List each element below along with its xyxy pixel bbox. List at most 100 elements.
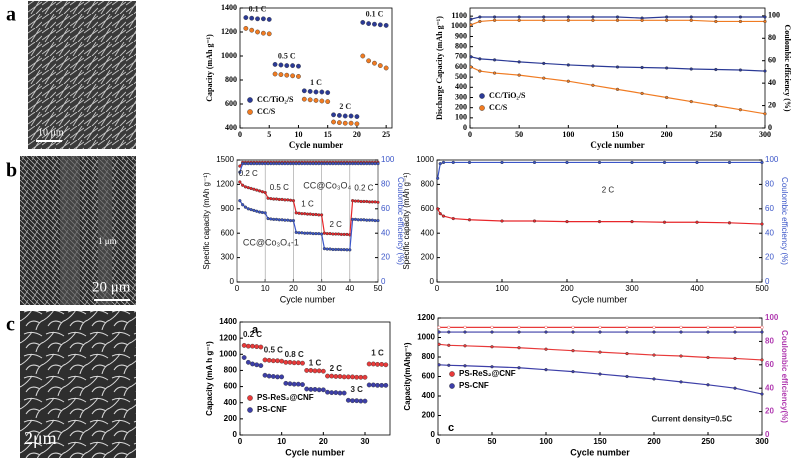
data-point xyxy=(714,67,718,72)
data-point xyxy=(325,232,329,236)
data-point xyxy=(284,63,290,68)
data-point xyxy=(260,210,264,215)
data-point xyxy=(517,346,521,350)
data-point xyxy=(760,325,764,329)
data-point xyxy=(348,162,352,166)
y-tick-label: 1200 xyxy=(216,180,234,189)
data-point xyxy=(339,162,343,166)
series-line xyxy=(470,66,766,115)
legend-marker xyxy=(449,383,455,389)
data-point xyxy=(260,30,266,36)
data-point xyxy=(500,219,504,223)
y2-tick-label: 40 xyxy=(765,383,774,392)
data-point xyxy=(665,18,669,22)
data-point xyxy=(517,73,521,77)
data-point xyxy=(597,220,602,224)
data-point xyxy=(362,398,368,404)
data-point xyxy=(260,162,264,166)
y-axis-label: Capacity(mAhg⁻¹) xyxy=(403,342,412,411)
data-point xyxy=(354,121,360,127)
annotation: 1 C xyxy=(309,358,322,367)
data-point xyxy=(359,218,363,222)
y2-tick-label: 0 xyxy=(765,430,770,439)
data-point xyxy=(341,374,347,380)
data-point xyxy=(291,162,295,166)
data-point xyxy=(249,27,255,33)
data-point xyxy=(706,330,710,334)
data-point xyxy=(283,359,289,365)
y-tick-label: 300 xyxy=(455,92,467,101)
data-point xyxy=(598,330,602,334)
y-tick-label: 400 xyxy=(422,391,436,400)
data-point xyxy=(245,359,251,365)
data-point xyxy=(695,220,699,224)
data-point xyxy=(334,247,338,252)
series-line xyxy=(470,19,765,26)
data-point xyxy=(447,343,451,347)
y-tick-label: 600 xyxy=(221,228,235,237)
data-point xyxy=(615,15,620,19)
data-point xyxy=(252,208,256,213)
data-point xyxy=(542,61,546,66)
data-point xyxy=(317,162,321,166)
data-point xyxy=(598,325,602,329)
data-point xyxy=(311,212,315,217)
data-point xyxy=(314,232,318,236)
data-point xyxy=(266,357,272,363)
data-point xyxy=(274,217,279,221)
data-point xyxy=(269,217,273,221)
annotation: 0.8 C xyxy=(285,350,304,359)
data-point xyxy=(336,113,342,118)
data-point xyxy=(662,160,667,165)
y-tick-label: 1000 xyxy=(221,51,237,60)
data-point xyxy=(255,162,259,166)
data-point xyxy=(322,247,327,251)
y-tick-label: 400 xyxy=(455,82,467,91)
y-tick-label: 1200 xyxy=(219,333,237,342)
data-point xyxy=(542,18,546,22)
data-point xyxy=(286,198,290,202)
y2-tick-label: 40 xyxy=(381,228,390,237)
data-point xyxy=(760,330,764,334)
data-point xyxy=(372,21,377,27)
x-tick-label: 100 xyxy=(539,437,553,446)
x-tick-label: 20 xyxy=(319,437,328,446)
data-point xyxy=(252,162,256,166)
data-point xyxy=(652,377,656,381)
data-point xyxy=(275,374,280,380)
data-point xyxy=(322,162,327,166)
data-point xyxy=(348,120,354,126)
annotation: 1 C xyxy=(301,199,314,208)
data-point xyxy=(322,231,327,235)
data-point xyxy=(640,91,644,96)
data-point xyxy=(370,382,376,388)
data-point xyxy=(490,345,494,349)
series-line xyxy=(439,343,763,361)
data-point xyxy=(286,162,290,166)
data-point xyxy=(241,203,245,207)
data-point xyxy=(492,18,497,22)
data-point xyxy=(706,355,710,360)
scale-bar-label: 1 μm xyxy=(98,236,117,246)
data-point xyxy=(305,231,310,235)
data-point xyxy=(436,207,440,211)
data-point xyxy=(257,189,262,193)
data-point xyxy=(463,344,467,348)
data-point xyxy=(463,364,467,368)
data-point xyxy=(376,200,380,204)
x-tick-label: 100 xyxy=(495,284,509,293)
data-point xyxy=(652,353,656,357)
data-point xyxy=(362,199,366,204)
data-point xyxy=(565,220,569,224)
panel-letter: b xyxy=(6,160,17,182)
data-point xyxy=(300,212,304,216)
panel-label: c xyxy=(448,422,454,434)
y2-tick-label: 60 xyxy=(765,204,774,213)
data-point xyxy=(679,354,683,358)
legend-label: CC/TiO₂/S xyxy=(257,95,294,104)
x-tick-label: 30 xyxy=(361,437,370,446)
data-point xyxy=(336,247,341,252)
data-point xyxy=(325,90,331,96)
annotation: 0.2 C xyxy=(239,169,258,178)
data-point xyxy=(249,15,255,21)
